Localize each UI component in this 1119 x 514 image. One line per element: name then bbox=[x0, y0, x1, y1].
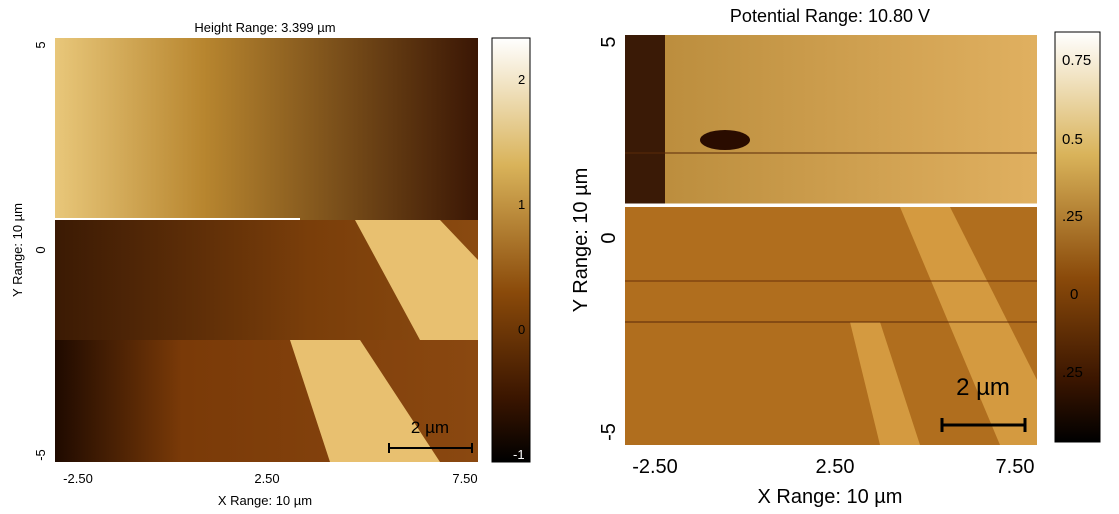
stripe bbox=[900, 207, 1037, 445]
stripe bbox=[355, 220, 478, 340]
x-label: X Range: 10 µm bbox=[218, 493, 312, 508]
colorbar bbox=[491, 37, 531, 463]
stripe bbox=[290, 340, 440, 462]
y-label: Y Range: 10 µm bbox=[570, 168, 592, 313]
colorbar-tick: 2 bbox=[518, 72, 525, 87]
stripe bbox=[850, 322, 920, 445]
colorbar-tick: .25 bbox=[1062, 208, 1083, 225]
image bbox=[55, 38, 478, 220]
feature bbox=[700, 130, 750, 150]
scale-bar-label: 2 µm bbox=[411, 418, 449, 437]
colorbar-tick: 0.75 bbox=[1062, 52, 1091, 69]
title: Potential Range: 10.80 V bbox=[730, 6, 930, 26]
title: Height Range: 3.399 µm bbox=[194, 20, 335, 35]
x-tick: 7.50 bbox=[452, 471, 477, 486]
panel-potential: Potential Range: 10.80 V X Range: 10 µm … bbox=[570, 6, 1101, 508]
x-tick: -2.50 bbox=[632, 456, 678, 478]
x-tick: 7.50 bbox=[996, 456, 1035, 478]
colorbar-tick: 1 bbox=[518, 197, 525, 212]
y-tick: 5 bbox=[598, 36, 620, 47]
colorbar bbox=[1054, 31, 1101, 443]
scale-bar bbox=[940, 418, 1027, 432]
colorbar-tick: 0 bbox=[518, 322, 525, 337]
image bbox=[625, 35, 1037, 205]
scale-bar bbox=[388, 443, 473, 453]
x-tick: 2.50 bbox=[254, 471, 279, 486]
y-tick: 0 bbox=[598, 232, 620, 243]
panel-height: Height Range: 3.399 µm X Range: 10 µm Y … bbox=[10, 20, 531, 508]
x-label: X Range: 10 µm bbox=[758, 486, 903, 508]
scale-bar-label: 2 µm bbox=[956, 374, 1010, 401]
colorbar-tick: -1 bbox=[513, 447, 525, 462]
x-tick: 2.50 bbox=[816, 456, 855, 478]
colorbar-tick: 0 bbox=[1070, 286, 1078, 303]
y-label: Y Range: 10 µm bbox=[10, 203, 25, 297]
x-tick: -2.50 bbox=[63, 471, 93, 486]
y-tick: -5 bbox=[33, 449, 48, 461]
colorbar-tick: .25 bbox=[1062, 364, 1083, 381]
y-tick: 0 bbox=[33, 246, 48, 253]
image bbox=[625, 35, 665, 205]
y-tick: 5 bbox=[33, 41, 48, 48]
y-tick: -5 bbox=[598, 423, 620, 441]
colorbar-tick: 0.5 bbox=[1062, 131, 1083, 148]
